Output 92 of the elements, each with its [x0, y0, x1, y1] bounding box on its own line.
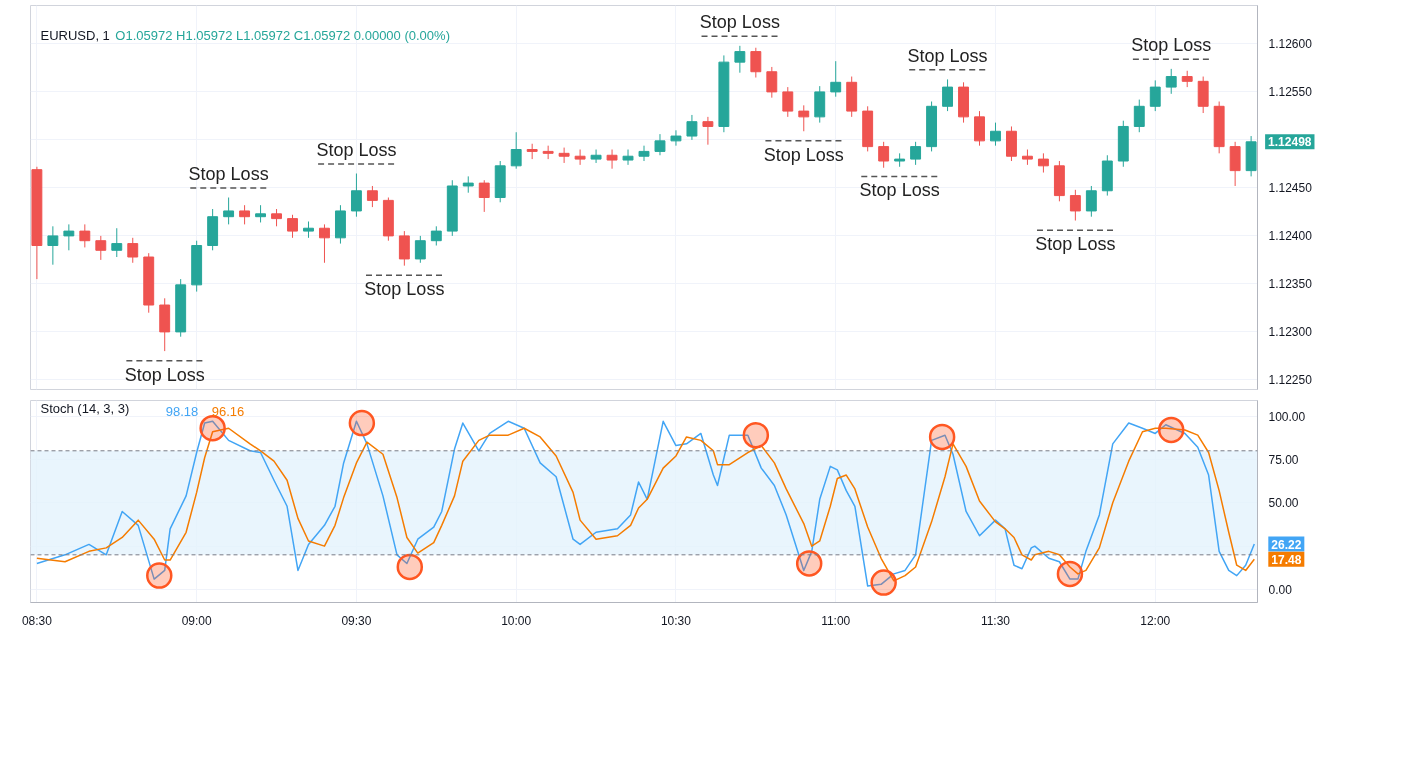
series-label: 98.18	[165, 403, 199, 419]
x-tick-label: 10:00	[501, 613, 532, 628]
chart-title: Stoch (14, 3, 3)	[40, 400, 130, 416]
y-tick-label: 1.12450	[1268, 181, 1313, 196]
candlestick	[223, 197, 235, 225]
candlestick	[702, 116, 714, 146]
candlestick	[558, 147, 570, 164]
candlestick	[1229, 141, 1241, 187]
candlestick	[366, 185, 378, 208]
point	[1056, 560, 1084, 588]
y-tick-label: 50.00	[1268, 496, 1299, 511]
x-tick-label: 11:30	[980, 613, 1011, 628]
x-tick-label: 11:00	[821, 613, 851, 628]
x-tick-label: 08:30	[21, 613, 53, 628]
annotation: 1.12498	[1268, 135, 1312, 150]
x-tick-label: 09:30	[341, 613, 372, 628]
candlestick	[606, 149, 618, 170]
candlestick	[414, 235, 426, 264]
candlestick	[1149, 79, 1161, 112]
y-tick-label: 1.12350	[1268, 277, 1313, 292]
candlestick	[1165, 68, 1177, 95]
point	[1157, 416, 1185, 444]
y-tick-label: 75.00	[1268, 452, 1299, 467]
point	[870, 569, 897, 596]
annotation: Stop Loss	[859, 180, 940, 201]
annotation: Stop Loss	[1131, 35, 1212, 56]
candlestick	[686, 114, 698, 141]
candlestick	[782, 86, 794, 118]
x-tick-label: 10:30	[660, 613, 692, 628]
candlestick	[670, 129, 682, 147]
candlestick	[622, 149, 634, 166]
annotation: 26.22	[1271, 537, 1302, 552]
x-tick-label: 09:00	[181, 613, 212, 628]
candlestick	[47, 225, 59, 266]
y-tick-label: 100.00	[1268, 409, 1306, 424]
annotation: Stop Loss	[124, 364, 205, 385]
point	[742, 421, 770, 449]
point	[146, 562, 173, 589]
text: O1.05972 H1.05972 L1.05972 C1.05972 0.00000 (0.00%)	[115, 27, 450, 43]
candlestick	[510, 131, 522, 170]
annotation: Stop Loss	[364, 279, 445, 300]
y-tick-label: 1.12300	[1268, 325, 1313, 340]
candlestick	[910, 141, 922, 166]
candlestick	[542, 145, 554, 160]
candlestick	[990, 122, 1001, 147]
x-tick-label: 12:00	[1140, 613, 1171, 628]
candlestick	[638, 145, 650, 162]
annotation: Stop Loss	[316, 139, 397, 160]
annotation: Stop Loss	[763, 144, 844, 165]
candlestick	[398, 230, 410, 267]
candlestick	[750, 47, 762, 78]
candlestick	[590, 149, 602, 164]
candlestick	[127, 237, 139, 264]
point	[928, 423, 956, 451]
candlestick	[95, 235, 107, 261]
candlestick	[350, 173, 362, 218]
candlestick	[574, 149, 586, 166]
candlestick	[430, 225, 442, 246]
candlestick	[79, 223, 91, 248]
y-tick-label: 1.12400	[1268, 229, 1313, 244]
candlestick	[319, 223, 330, 264]
y-tick-label: 1.12600	[1268, 37, 1313, 52]
point	[795, 550, 823, 577]
annotation: Stop Loss	[1035, 234, 1116, 255]
candlestick	[830, 60, 842, 98]
point	[199, 415, 226, 442]
annotation: Stop Loss	[188, 163, 269, 184]
candlestick	[654, 133, 666, 156]
point	[348, 409, 376, 437]
y-tick-label: 0.00	[1268, 583, 1293, 597]
candlestick	[1085, 185, 1097, 218]
candlestick	[878, 141, 890, 169]
series-label: 96.16	[211, 403, 245, 419]
candlestick	[942, 78, 954, 112]
candlestick	[1037, 152, 1049, 174]
candlestick	[478, 179, 490, 213]
candlestick	[111, 227, 123, 258]
candlestick	[734, 45, 746, 74]
y-tick-label: 1.12250	[1268, 373, 1313, 388]
candlestick	[239, 204, 251, 225]
candlestick	[1133, 99, 1145, 133]
y-tick-label: 1.12550	[1268, 85, 1313, 100]
annotation: 17.48	[1271, 552, 1302, 567]
candlestick	[798, 104, 810, 132]
candlestick	[63, 223, 75, 251]
annotation: Stop Loss	[699, 12, 780, 33]
candlestick	[766, 66, 778, 99]
text: EURUSD, 1	[40, 27, 110, 43]
candlestick	[287, 214, 298, 239]
candlestick	[1069, 189, 1081, 222]
annotation: Stop Loss	[907, 45, 988, 66]
point	[396, 553, 424, 581]
